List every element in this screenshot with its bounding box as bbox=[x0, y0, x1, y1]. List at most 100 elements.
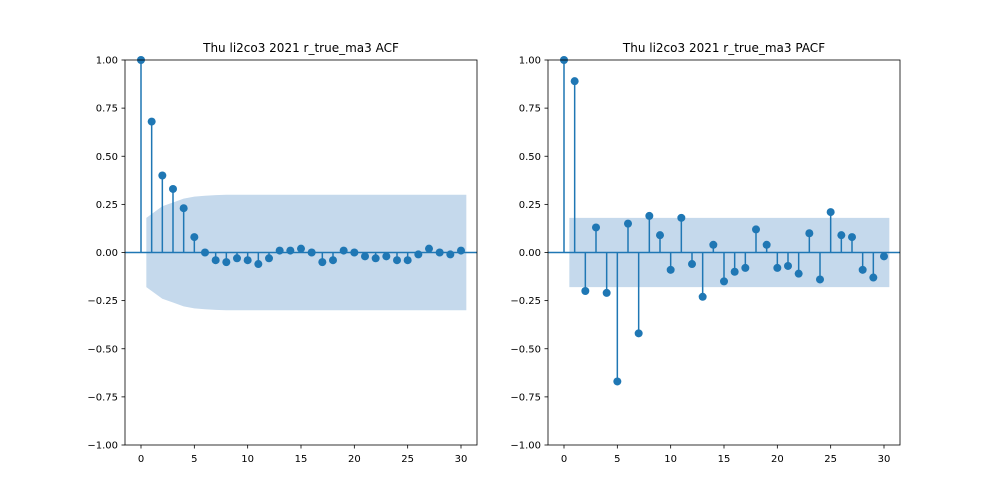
pacf-marker-lag-8 bbox=[645, 211, 654, 220]
pacf-marker-lag-21 bbox=[784, 261, 792, 270]
acf-ytick-label-8: −1.00 bbox=[87, 441, 118, 452]
pacf-marker-lag-25 bbox=[826, 208, 835, 217]
pacf-marker-lag-1 bbox=[570, 77, 579, 86]
pacf-marker-lag-19 bbox=[762, 240, 771, 249]
pacf-marker-lag-10 bbox=[666, 265, 675, 274]
acf-ytick-label-4: 0.00 bbox=[96, 248, 118, 259]
acf-marker-lag-11 bbox=[254, 260, 263, 269]
acf-marker-lag-26 bbox=[414, 250, 423, 259]
pacf-marker-lag-11 bbox=[677, 213, 686, 222]
pacf-marker-lag-6 bbox=[624, 219, 632, 228]
pacf-chart-title: Thu li2co3 2021 r_true_ma3 PACF bbox=[622, 41, 825, 55]
acf-ytick-label-0: 1.00 bbox=[96, 56, 118, 67]
pacf-xtick-label-15: 15 bbox=[718, 454, 731, 465]
acf-markers-layer bbox=[137, 56, 465, 269]
acf-xtick-label-10: 10 bbox=[241, 454, 254, 465]
acf-xtick-label-15: 15 bbox=[295, 454, 308, 465]
pacf-marker-lag-20 bbox=[773, 263, 782, 272]
acf-marker-lag-8 bbox=[222, 258, 231, 267]
pacf-xtick-label-5: 5 bbox=[614, 454, 620, 465]
acf-axes-layer: 0 5 10 15 20 25 30 1.00 0.75 0.50 0.25 0.00 −0.25 −0.… bbox=[87, 56, 478, 465]
pacf-marker-lag-30 bbox=[880, 252, 888, 261]
acf-xtick-label-25: 25 bbox=[401, 454, 414, 465]
acf-ytick-label-3: 0.25 bbox=[96, 200, 118, 211]
acf-marker-lag-20 bbox=[350, 248, 359, 257]
pacf-ytick-label-4: 0.00 bbox=[519, 248, 541, 259]
acf-xtick-label-5: 5 bbox=[191, 454, 197, 465]
acf-marker-lag-16 bbox=[307, 248, 316, 257]
pacf-axes-layer: 0 5 10 15 20 25 30 1.00 0.75 0.50 0.25 0.00 −0.25 −0.… bbox=[510, 56, 901, 465]
acf-ytick-label-6: −0.50 bbox=[87, 344, 118, 355]
acf-marker-lag-17 bbox=[318, 258, 327, 267]
acf-marker-lag-25 bbox=[403, 256, 412, 265]
pacf-marker-lag-7 bbox=[634, 329, 643, 338]
acf-marker-lag-5 bbox=[190, 233, 199, 242]
pacf-marker-lag-12 bbox=[688, 260, 696, 269]
pacf-marker-lag-29 bbox=[869, 273, 878, 282]
pacf-marker-lag-4 bbox=[602, 288, 611, 297]
pacf-marker-lag-22 bbox=[794, 269, 803, 278]
acf-marker-lag-29 bbox=[446, 250, 455, 259]
acf-marker-lag-21 bbox=[361, 252, 369, 261]
acf-marker-lag-10 bbox=[243, 256, 252, 265]
acf-marker-lag-4 bbox=[179, 204, 188, 213]
acf-xtick-label-20: 20 bbox=[348, 454, 361, 465]
pacf-marker-lag-9 bbox=[656, 231, 664, 240]
acf-marker-lag-23 bbox=[382, 252, 391, 261]
acf-marker-lag-2 bbox=[158, 171, 167, 180]
pacf-xtick-label-30: 30 bbox=[878, 454, 891, 465]
pacf-marker-lag-28 bbox=[858, 265, 867, 274]
acf-marker-lag-9 bbox=[233, 254, 241, 263]
pacf-marker-lag-16 bbox=[730, 267, 739, 276]
pacf-marker-lag-26 bbox=[837, 231, 846, 240]
pacf-xtick-label-0: 0 bbox=[561, 454, 567, 465]
acf-marker-lag-6 bbox=[201, 248, 209, 257]
pacf-ytick-label-3: 0.25 bbox=[519, 200, 541, 211]
pacf-ytick-label-8: −1.00 bbox=[510, 441, 541, 452]
pacf-marker-lag-17 bbox=[741, 263, 750, 272]
pacf-ytick-label-0: 1.00 bbox=[519, 56, 541, 67]
acf-marker-lag-13 bbox=[275, 246, 284, 255]
acf-ytick-label-1: 0.75 bbox=[96, 104, 118, 115]
pacf-ytick-label-7: −0.75 bbox=[510, 392, 541, 403]
acf-marker-lag-30 bbox=[457, 246, 465, 255]
acf-marker-lag-18 bbox=[329, 256, 337, 265]
acf-marker-lag-1 bbox=[147, 117, 156, 126]
acf-ytick-label-2: 0.50 bbox=[96, 152, 118, 163]
pacf-marker-lag-5 bbox=[613, 377, 622, 386]
acf-ytick-label-5: −0.25 bbox=[87, 296, 118, 307]
acf-marker-lag-14 bbox=[286, 246, 295, 255]
acf-marker-lag-15 bbox=[297, 244, 305, 253]
pacf-ytick-label-6: −0.50 bbox=[510, 344, 541, 355]
acf-panel: Thu li2co3 2021 r_true_ma3 ACF 0 5 10 15 20 2… bbox=[87, 41, 478, 465]
acf-marker-lag-3 bbox=[169, 184, 177, 193]
pacf-ytick-label-1: 0.75 bbox=[519, 104, 541, 115]
acf-marker-lag-22 bbox=[371, 254, 380, 263]
pacf-panel: Thu li2co3 2021 r_true_ma3 PACF 0 5 10 15 20… bbox=[510, 41, 901, 465]
pacf-marker-lag-27 bbox=[848, 233, 856, 242]
acf-marker-lag-12 bbox=[265, 254, 273, 263]
pacf-marker-lag-24 bbox=[816, 275, 824, 284]
pacf-marker-lag-3 bbox=[592, 223, 600, 232]
pacf-xtick-label-25: 25 bbox=[824, 454, 837, 465]
acf-xtick-label-30: 30 bbox=[455, 454, 468, 465]
pacf-ytick-label-2: 0.50 bbox=[519, 152, 541, 163]
acf-ytick-label-7: −0.75 bbox=[87, 392, 118, 403]
pacf-xtick-label-20: 20 bbox=[771, 454, 784, 465]
acf-marker-lag-19 bbox=[339, 246, 348, 255]
acf-chart-title: Thu li2co3 2021 r_true_ma3 ACF bbox=[202, 41, 399, 55]
acf-marker-lag-27 bbox=[425, 244, 433, 253]
acf-xtick-label-0: 0 bbox=[138, 454, 144, 465]
pacf-marker-lag-13 bbox=[698, 292, 707, 301]
pacf-xtick-label-10: 10 bbox=[664, 454, 677, 465]
acf-marker-lag-7 bbox=[211, 256, 220, 265]
pacf-marker-lag-2 bbox=[581, 287, 590, 295]
pacf-marker-lag-15 bbox=[720, 277, 728, 286]
pacf-marker-lag-18 bbox=[752, 225, 760, 234]
pacf-markers-layer bbox=[560, 56, 888, 386]
pacf-marker-lag-14 bbox=[709, 240, 718, 249]
acf-marker-lag-28 bbox=[435, 248, 444, 257]
acf-marker-lag-24 bbox=[393, 256, 401, 265]
pacf-ytick-label-5: −0.25 bbox=[510, 296, 541, 307]
